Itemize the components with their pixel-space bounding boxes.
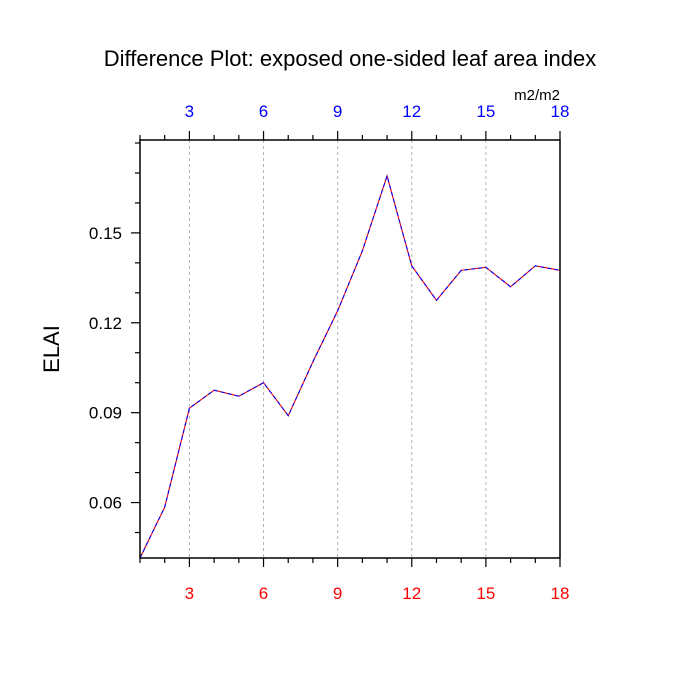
x-tick-label-top-2: 9 <box>333 102 342 121</box>
y-tick-label-0: 0.06 <box>89 494 122 513</box>
x-tick-label-bottom-4: 15 <box>476 584 495 603</box>
series-0-point-7 <box>287 415 289 417</box>
series-0-point-8 <box>312 361 314 363</box>
axis-ticks <box>131 131 561 567</box>
series-0-point-15 <box>485 266 487 268</box>
x-tick-label-top-3: 12 <box>402 102 421 121</box>
x-tick-label-top-4: 15 <box>476 102 495 121</box>
y-tick-label-3: 0.15 <box>89 224 122 243</box>
series-0-point-4 <box>213 389 215 391</box>
series-0-point-13 <box>435 299 438 301</box>
series-0-point-2 <box>164 506 166 508</box>
x-tick-label-bottom-0: 3 <box>185 584 194 603</box>
series-0-point-11 <box>386 175 388 177</box>
y-tick-label-2: 0.12 <box>89 314 122 333</box>
series-line-0-secondary <box>139 174 561 559</box>
x-tick-label-bottom-5: 18 <box>551 584 570 603</box>
x-tick-label-bottom-1: 6 <box>259 584 268 603</box>
series-0-point-10 <box>361 250 363 252</box>
x-tick-label-top-5: 18 <box>551 102 570 121</box>
x-tick-labels-top: 3 6 9 12 15 18 <box>185 102 570 121</box>
series-0-point-5 <box>238 395 240 397</box>
series-0-point-9 <box>337 310 339 312</box>
plot-area-frame <box>139 139 561 559</box>
data-series <box>139 174 561 559</box>
x-tick-label-bottom-2: 9 <box>333 584 342 603</box>
series-0-point-17 <box>534 265 536 267</box>
y-tick-label-1: 0.09 <box>89 404 122 423</box>
vertical-grid-lines <box>188 140 487 558</box>
series-0-point-6 <box>262 382 265 384</box>
units-label: m2/m2 <box>514 87 560 104</box>
chart-title: Difference Plot: exposed one-sided leaf … <box>104 46 596 71</box>
series-0-point-12 <box>411 265 413 267</box>
series-0-point-3 <box>188 407 191 409</box>
x-tick-label-top-0: 3 <box>185 102 194 121</box>
series-0-point-16 <box>509 286 512 288</box>
y-axis-label: ELAI <box>39 325 64 373</box>
series-line-0-primary <box>139 174 561 559</box>
series-0-point-14 <box>460 269 462 271</box>
x-tick-label-top-1: 6 <box>259 102 268 121</box>
x-tick-label-bottom-3: 12 <box>402 584 421 603</box>
x-tick-labels-bottom: 3 6 9 12 15 18 <box>185 584 570 603</box>
y-tick-labels: 0.06 0.09 0.12 0.15 <box>89 224 122 513</box>
